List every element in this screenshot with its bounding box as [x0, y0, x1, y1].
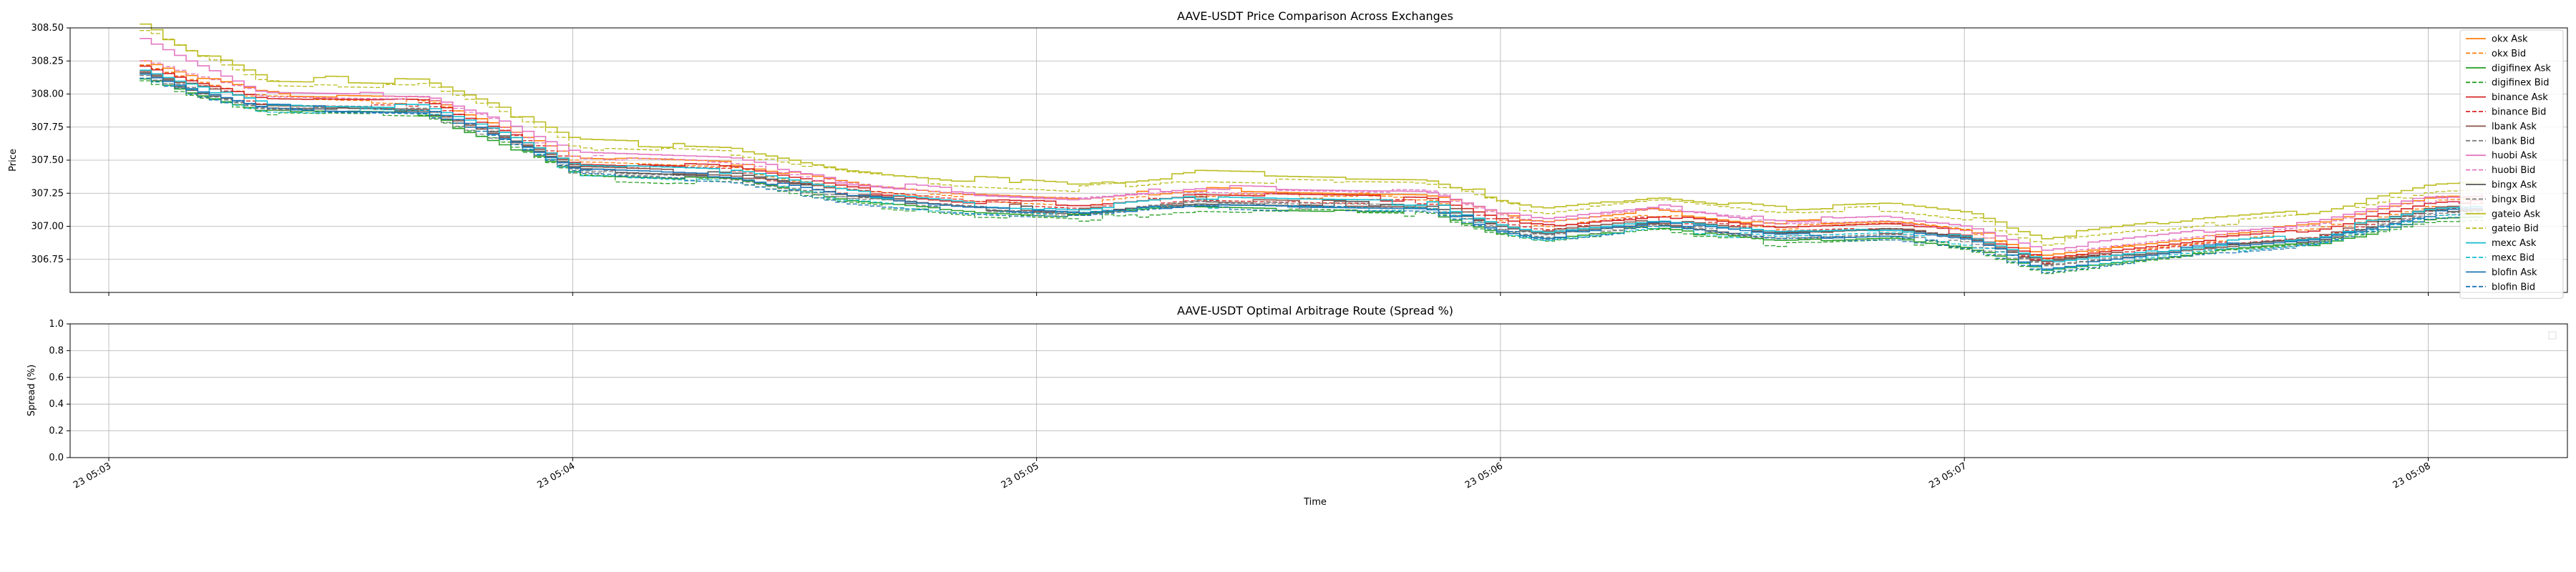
spread-x-axis-label: Time: [1303, 497, 1327, 508]
spread-y-tick-label: 1.0: [49, 319, 64, 330]
price-series-mexc-ask: [140, 69, 2483, 262]
legend-label: gateio Ask: [2492, 209, 2541, 220]
price-y-tick-label: 307.75: [31, 122, 64, 133]
price-series-mexc-bid: [140, 78, 2483, 271]
price-series-digifinex-bid: [140, 80, 2483, 275]
price-series-huobi-bid: [140, 60, 2483, 252]
price-y-ticks: 306.75 307.00 307.25 307.50 307.75 308.00 308.…: [31, 23, 70, 265]
price-y-tick-label: 307.00: [31, 222, 64, 232]
legend-label: okx Bid: [2492, 49, 2526, 59]
legend-label: okx Ask: [2492, 34, 2528, 45]
legend-label: bingx Ask: [2492, 180, 2537, 191]
price-y-tick-label: 308.00: [31, 89, 64, 100]
spread-y-tick-label: 0.0: [49, 453, 64, 463]
price-series-blofin-ask: [140, 73, 2483, 270]
spread-gridlines: [70, 324, 2567, 458]
price-series-gateio-bid: [140, 30, 2483, 246]
spread-y-tick-label: 0.4: [49, 399, 64, 410]
price-comparison-panel: AAVE-USDT Price Comparison Across Exchan…: [8, 9, 2568, 299]
price-legend: okx Ask okx Bid digifinex Ask digifinex Bid…: [2459, 29, 2564, 299]
price-series-lines: [140, 23, 2483, 275]
price-y-tick-label: 308.25: [31, 56, 64, 66]
legend-label: blofin Bid: [2492, 282, 2535, 292]
legend-label: bingx Bid: [2492, 194, 2535, 205]
legend-label: digifinex Ask: [2492, 63, 2551, 74]
legend-label: digifinex Bid: [2492, 78, 2550, 89]
legend-label: lbank Ask: [2492, 122, 2537, 132]
legend-label: lbank Bid: [2492, 136, 2535, 147]
price-y-axis-label: Price: [8, 149, 19, 172]
spread-y-tick-label: 0.6: [49, 373, 64, 383]
price-x-ticks: [108, 292, 2429, 296]
price-gridlines: [70, 28, 2567, 292]
legend-label: mexc Bid: [2492, 253, 2534, 264]
spread-y-ticks: 0.0 0.2 0.4 0.6 0.8 1.0: [49, 319, 70, 463]
legend-label: huobi Ask: [2492, 151, 2537, 162]
legend-label: mexc Ask: [2492, 238, 2537, 249]
spread-y-axis-label: Spread (%): [26, 365, 37, 416]
price-chart-title: AAVE-USDT Price Comparison Across Exchan…: [1177, 9, 1453, 23]
spread-empty-legend: [2548, 331, 2557, 340]
price-y-tick-label: 306.75: [31, 255, 64, 265]
price-series-huobi-ask: [140, 37, 2483, 251]
spread-y-tick-label: 0.2: [49, 426, 64, 437]
price-y-tick-label: 307.50: [31, 155, 64, 166]
price-series-blofin-bid: [140, 77, 2483, 273]
price-y-tick-label: 307.25: [31, 188, 64, 199]
price-y-tick-label: 308.50: [31, 23, 64, 34]
price-series-gateio-ask: [140, 23, 2483, 240]
spread-y-tick-label: 0.8: [49, 345, 64, 356]
legend-label: huobi Bid: [2492, 165, 2535, 176]
spread-chart-title: AAVE-USDT Optimal Arbitrage Route (Sprea…: [1177, 304, 1453, 317]
legend-label: gateio Bid: [2492, 224, 2539, 235]
spread-plot-frame: [69, 323, 2568, 458]
legend-label: binance Ask: [2492, 92, 2548, 103]
legend-label: blofin Ask: [2492, 267, 2537, 278]
legend-label: binance Bid: [2492, 107, 2546, 118]
